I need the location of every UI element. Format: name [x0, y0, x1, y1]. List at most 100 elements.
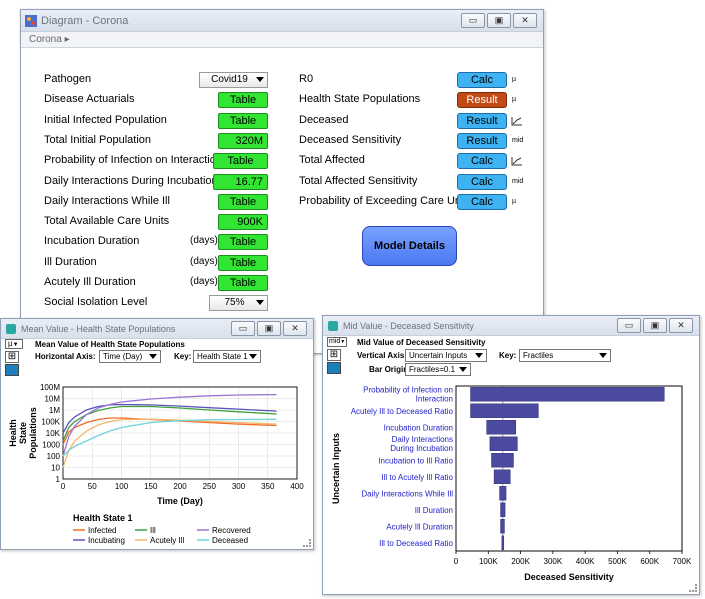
prob-infection-button[interactable]: Table: [213, 153, 268, 170]
mid-value-window: Mid Value - Deceased Sensitivity ▭ ▣ ✕ m…: [322, 315, 700, 595]
vertical-axis-label: Vertical Axis:: [357, 351, 407, 360]
sensitivity-bar: [499, 486, 507, 501]
mid-window-titlebar[interactable]: Mid Value - Deceased Sensitivity ▭ ▣ ✕: [323, 316, 699, 336]
total-affected-button[interactable]: Calc: [457, 153, 507, 170]
chevron-down-icon: [149, 354, 157, 359]
x-tick-label: 200: [173, 482, 187, 491]
diagram-window-title: Diagram - Corona: [41, 14, 129, 27]
category-label: Incubation Duration: [384, 423, 453, 432]
legend-entry: Acutely Ill: [150, 536, 184, 545]
disease-actuarials-button[interactable]: Table: [218, 92, 268, 109]
chevron-down-icon: [475, 353, 483, 358]
total-initial-population-field[interactable]: 320M: [218, 132, 268, 149]
minimize-button[interactable]: ▭: [461, 13, 485, 28]
vertical-axis-select[interactable]: Uncertain Inputs: [405, 349, 487, 362]
x-tick-label: 500K: [608, 557, 627, 566]
horizontal-axis-select[interactable]: Time (Day): [99, 350, 161, 363]
incubation-duration-button[interactable]: Table: [218, 234, 268, 251]
close-button[interactable]: ✕: [513, 13, 537, 28]
deceased-button[interactable]: Result: [457, 112, 507, 129]
input-label: Ill Duration: [44, 255, 97, 268]
sensitivity-bar: [470, 387, 665, 402]
category-label: Probability of Infection on: [363, 385, 453, 394]
category-label: Incubation to Ill Ratio: [378, 456, 453, 465]
ill-duration-button[interactable]: Table: [218, 254, 268, 271]
mid-mode-value: mid: [329, 338, 341, 345]
unit-label: (days): [190, 255, 218, 267]
chevron-down-icon: ▼: [340, 339, 346, 345]
y-tick-label: 100M: [40, 383, 60, 392]
resize-grip-icon[interactable]: [689, 584, 697, 592]
breadcrumb-item[interactable]: Corona: [29, 34, 62, 45]
horizontal-axis-value: Time (Day): [103, 352, 143, 361]
minimize-button[interactable]: ▭: [617, 318, 641, 333]
y-axis-title-line: State: [18, 422, 28, 444]
unit-label: (days): [190, 235, 218, 247]
maximize-button[interactable]: ▣: [257, 321, 281, 336]
mid-mode-select[interactable]: mid▼: [327, 337, 347, 347]
output-label: Deceased Sensitivity: [299, 133, 402, 146]
r0-button[interactable]: Calc: [457, 72, 507, 88]
total-affected-sensitivity-button[interactable]: Calc: [457, 173, 507, 190]
table-view-icon[interactable]: ⊞: [327, 349, 341, 361]
mean-key-value: Health State 1: [197, 352, 248, 361]
deceased-sensitivity-button[interactable]: Result: [457, 132, 507, 149]
table-view-icon[interactable]: ⊞: [5, 351, 19, 363]
graph-view-icon[interactable]: [327, 362, 341, 374]
health-state-populations-button[interactable]: Result: [457, 92, 507, 109]
input-label: Probability of Infection on Interaction: [44, 154, 222, 167]
category-label: During Incubation: [390, 444, 453, 453]
close-button[interactable]: ✕: [283, 321, 307, 336]
diagram-titlebar[interactable]: Diagram - Corona ▭ ▣ ✕: [21, 10, 543, 32]
category-label: Ill to Acutely Ill Ratio: [381, 473, 453, 482]
y-tick-label: 10: [51, 464, 60, 473]
y-tick-label: 1: [56, 475, 61, 484]
output-label: Total Affected: [299, 154, 365, 167]
acutely-ill-duration-button[interactable]: Table: [218, 275, 268, 291]
resize-grip-icon[interactable]: [303, 539, 311, 547]
model-details-button[interactable]: Model Details: [362, 226, 457, 266]
mid-value-icon: mid: [512, 136, 524, 144]
minimize-button[interactable]: ▭: [231, 321, 255, 336]
sensitivity-bar: [489, 436, 518, 451]
vertical-axis-value: Uncertain Inputs: [409, 351, 468, 360]
input-label: Pathogen: [44, 73, 92, 85]
sensitivity-bar: [470, 403, 539, 418]
bar-origin-value: Fractiles=0.1: [409, 365, 456, 374]
series-line-incubating: [62, 403, 277, 434]
x-tick-label: 300K: [544, 557, 563, 566]
total-care-units-field[interactable]: 900K: [218, 214, 268, 231]
legend-title: Health State 1: [73, 513, 133, 523]
y-tick-label: 100: [47, 452, 61, 461]
probability-of-exceeding-care-units-button[interactable]: Calc: [457, 193, 507, 210]
sensitivity-bar: [500, 502, 506, 517]
x-tick-label: 100K: [479, 557, 498, 566]
mid-key-value: Fractiles: [523, 351, 554, 360]
x-tick-label: 600K: [640, 557, 659, 566]
chevron-down-icon: [256, 300, 264, 306]
mean-mode-select[interactable]: µ▼: [5, 339, 23, 349]
social-isolation-select[interactable]: 75%: [209, 295, 268, 312]
daily-interactions-ill-button[interactable]: Table: [218, 193, 268, 210]
maximize-button[interactable]: ▣: [643, 318, 667, 333]
input-label: Daily Interactions While Ill: [44, 194, 170, 207]
sensitivity-bar: [501, 535, 505, 550]
daily-interactions-incubation-field[interactable]: 16.77: [213, 173, 268, 190]
mean-window-titlebar[interactable]: Mean Value - Health State Populations ▭ …: [1, 319, 313, 339]
bar-origin-select[interactable]: Fractiles=0.1: [405, 363, 471, 376]
category-label: Daily Interactions While Ill: [361, 489, 453, 498]
sensitivity-bar: [493, 469, 511, 484]
close-button[interactable]: ✕: [669, 318, 693, 333]
line-chart-icon: [511, 116, 522, 126]
mid-key-select[interactable]: Fractiles: [519, 349, 611, 362]
mean-value-window: Mean Value - Health State Populations ▭ …: [0, 318, 314, 550]
maximize-button[interactable]: ▣: [487, 13, 511, 28]
mean-window-icon: [6, 323, 16, 334]
pathogen-select[interactable]: Covid19: [199, 72, 268, 88]
initial-infected-button[interactable]: Table: [218, 112, 268, 129]
mean-window-title: Mean Value - Health State Populations: [21, 323, 176, 334]
x-tick-label: 0: [61, 482, 66, 491]
graph-view-icon[interactable]: [5, 364, 19, 376]
output-label: Health State Populations: [299, 93, 421, 106]
mean-key-select[interactable]: Health State 1: [193, 350, 261, 363]
